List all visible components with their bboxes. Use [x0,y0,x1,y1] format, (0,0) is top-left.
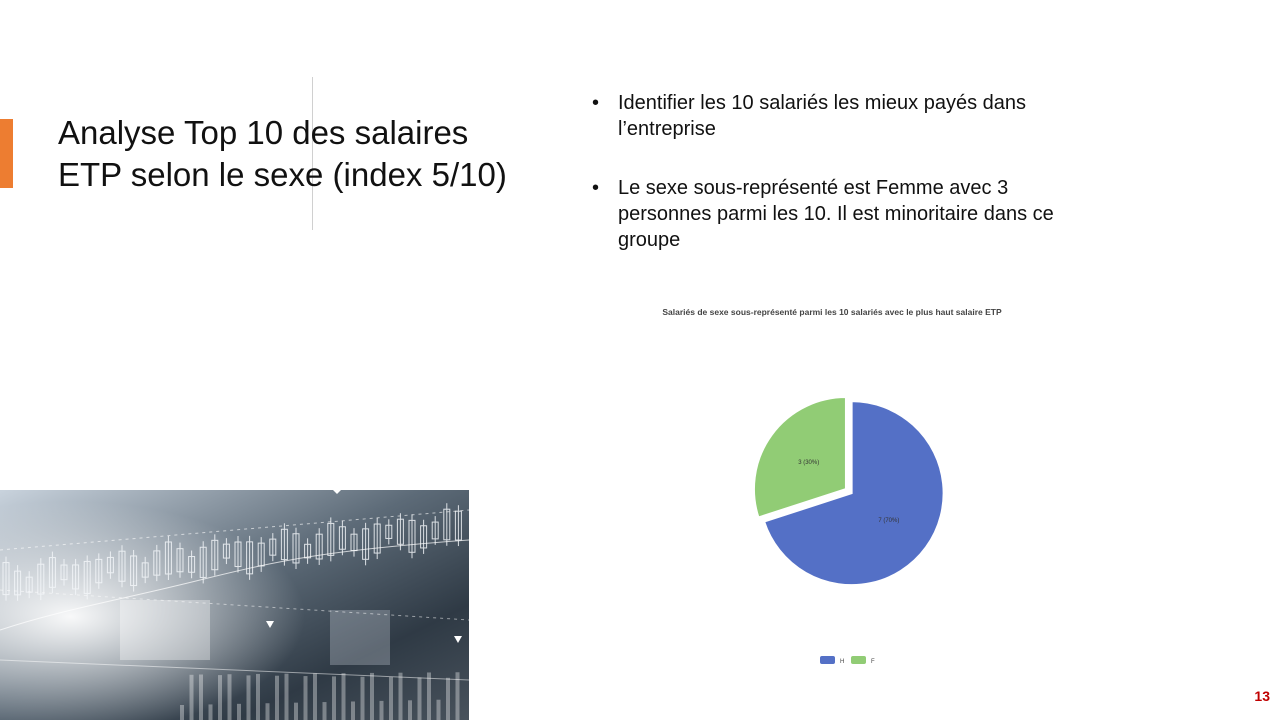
volume-bar [313,673,317,720]
bullet-icon: • [592,177,600,199]
pie-slices [752,396,945,587]
candlestick-body [327,522,335,556]
candlestick-body [72,564,80,590]
divider-line [312,77,313,230]
volume-bar [199,674,203,720]
candlestick-body [106,556,114,574]
candlestick-body [141,562,149,578]
accent-bar [0,119,13,188]
volume-bar [360,676,365,720]
legend-swatch-f [851,656,866,664]
volume-bar [408,700,412,720]
candlestick-body [304,543,312,559]
volume-bar [265,703,270,720]
legend-swatch-h [820,656,835,664]
volume-bar [455,672,460,720]
bullet-text: Le sexe sous-représenté est Femme avec 3… [618,177,1054,251]
candlestick-body [211,539,219,571]
pie-slice-h [762,400,945,587]
volume-bar [398,672,403,720]
bullet-item: • Identifier les 10 salariés les mieux p… [592,90,1062,142]
candlestick-body [164,541,172,575]
bullet-icon: • [592,92,600,114]
volume-bar [322,702,327,720]
candlestick-body [188,556,196,573]
chart-legend: H F [820,656,875,665]
volume-bar [446,677,450,720]
volume-bar [427,672,431,720]
volume-bar [227,674,232,720]
pie-labels: 7 (70%) 3 (30%) [798,460,899,524]
bullet-text: Identifier les 10 salariés les mieux pay… [618,92,1026,140]
volume-bar [246,675,251,720]
volume-bar [351,701,355,720]
volume-bar [180,705,184,720]
pie-slice-f [752,396,847,519]
candlestick-body [454,510,462,541]
pie-chart: Salariés de sexe sous-représenté parmi l… [662,307,1002,665]
volume-bar [256,673,260,720]
stock-market-candlestick-photo [0,490,469,720]
pie-data-label-f: 3 (30%) [798,460,819,466]
volume-bar [436,699,441,720]
candlestick-body [118,550,126,582]
legend-label-h: H [840,659,844,665]
volume-bar [417,677,422,720]
candlestick-body [396,518,404,545]
volume-bar [275,675,279,720]
candlestick-body [199,546,207,578]
candlestick-body [83,560,91,594]
candlestick-body [431,521,439,540]
candlestick-body [130,555,138,587]
candlestick-body [443,508,451,541]
candlestick-body [176,548,184,573]
candlestick-body [222,543,230,559]
candlestick-body [2,562,10,596]
bullet-item: • Le sexe sous-représenté est Femme avec… [592,175,1062,253]
volume-bar [218,675,222,720]
candlestick-body [292,533,300,564]
candlestick-body [37,563,45,595]
candlestick-body [60,564,68,581]
volume-bar [370,672,374,720]
volume-bar [294,702,298,720]
volume-bar [389,677,393,720]
candlestick-body [95,558,103,584]
candlestick-body [48,557,56,588]
volume-bar [303,676,308,720]
candlestick-body [420,525,428,549]
candlestick-body [14,570,22,596]
candlestick-body [338,526,346,550]
volume-bar [379,700,384,720]
candlestick-body [234,541,242,568]
candlestick-body [269,538,277,556]
volume-bar [341,673,346,720]
page-number: 13 [1254,688,1270,704]
volume-bar [208,704,213,720]
candlestick-body [373,523,381,554]
candlestick-body [246,541,254,575]
bullet-list: • Identifier les 10 salariés les mieux p… [592,90,1062,253]
candlestick-body [385,524,393,539]
volume-bar [284,673,289,720]
slide-title: Analyse Top 10 des salaires ETP selon le… [58,114,507,193]
legend-label-f: F [871,659,875,665]
volume-bar [189,674,194,720]
candlestick-body [153,550,161,576]
chart-title: Salariés de sexe sous-représenté parmi l… [662,307,1002,317]
candlestick-body [362,528,370,560]
pie-data-label-h: 7 (70%) [878,518,899,524]
volume-bar [332,676,336,720]
candlestick-body [315,533,323,560]
candlestick-body [408,519,416,553]
candlestick-body [280,528,288,561]
volume-bar [237,703,241,720]
